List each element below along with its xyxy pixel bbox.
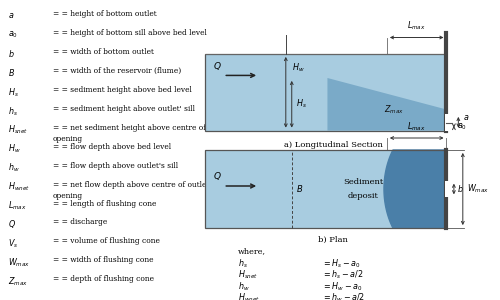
Text: a) Longitudinal Section: a) Longitudinal Section: [284, 141, 383, 149]
Text: $W_{max}$: $W_{max}$: [8, 256, 30, 269]
Text: = = net sediment height above centre of outlet: = = net sediment height above centre of …: [52, 124, 230, 132]
Text: $= h_s - a/2$: $= h_s - a/2$: [322, 269, 363, 281]
Text: = = flow depth above bed level: = = flow depth above bed level: [52, 143, 171, 151]
Text: $a_0$: $a_0$: [8, 29, 18, 40]
Text: $H_w$: $H_w$: [292, 61, 304, 74]
Text: $H_s$: $H_s$: [296, 98, 307, 110]
Text: where,: where,: [238, 248, 266, 256]
Text: $L_{max}$: $L_{max}$: [8, 200, 27, 212]
Text: = = width of flushing cone: = = width of flushing cone: [52, 256, 153, 264]
Text: deposit: deposit: [348, 192, 378, 200]
Text: $a$: $a$: [463, 113, 469, 122]
Text: $H_w$: $H_w$: [8, 143, 20, 155]
Text: = = volume of flushing cone: = = volume of flushing cone: [52, 237, 160, 245]
Bar: [206, 54, 446, 130]
Text: $B$: $B$: [296, 184, 304, 194]
Text: $H_{wnet}$: $H_{wnet}$: [8, 181, 30, 193]
Text: Sediment: Sediment: [343, 178, 384, 186]
Text: $Z_{max}$: $Z_{max}$: [384, 103, 404, 116]
Polygon shape: [328, 78, 446, 130]
Text: = = width of the reservoir (flume): = = width of the reservoir (flume): [52, 67, 181, 75]
Bar: [445, 114, 452, 130]
Text: $L_{max}$: $L_{max}$: [408, 121, 426, 134]
Text: $Z_{max}$: $Z_{max}$: [8, 275, 28, 288]
Text: $Q$: $Q$: [8, 218, 16, 230]
Text: $h_s$: $h_s$: [8, 105, 18, 118]
Text: $L_{max}$: $L_{max}$: [408, 20, 426, 32]
Bar: [206, 54, 446, 130]
Text: = = flow depth above outlet's sill: = = flow depth above outlet's sill: [52, 162, 178, 170]
Text: $a_0$: $a_0$: [457, 122, 467, 132]
Text: = = width of bottom outlet: = = width of bottom outlet: [52, 48, 154, 56]
Text: $H_s$: $H_s$: [8, 86, 19, 99]
Text: $= h_w - a/2$: $= h_w - a/2$: [322, 292, 364, 300]
Text: $= H_s - a_0$: $= H_s - a_0$: [322, 257, 360, 270]
Text: = = discharge: = = discharge: [52, 218, 107, 226]
Text: opening: opening: [52, 192, 83, 200]
Text: = = height of bottom outlet: = = height of bottom outlet: [52, 11, 156, 19]
Text: $a$: $a$: [8, 11, 14, 20]
Text: $b$: $b$: [457, 184, 464, 194]
Text: $h_w$: $h_w$: [8, 162, 20, 174]
Text: $h_w$: $h_w$: [238, 280, 250, 293]
Text: $h_s$: $h_s$: [238, 257, 248, 270]
Text: $= H_w - a_0$: $= H_w - a_0$: [322, 280, 362, 293]
Text: $H_{snet}$: $H_{snet}$: [8, 124, 28, 136]
Text: = = sediment height above outlet' sill: = = sediment height above outlet' sill: [52, 105, 195, 113]
Text: = = height of bottom sill above bed level: = = height of bottom sill above bed leve…: [52, 29, 206, 38]
Bar: [206, 150, 446, 228]
Text: $H_{wnet}$: $H_{wnet}$: [238, 292, 260, 300]
Text: $V_s$: $V_s$: [8, 237, 18, 250]
Text: $H_{snet}$: $H_{snet}$: [238, 269, 258, 281]
Bar: [445, 181, 452, 197]
Text: opening: opening: [52, 135, 83, 143]
Text: = = net flow depth above centre of outlet: = = net flow depth above centre of outle…: [52, 181, 209, 189]
Text: = = depth of flushing cone: = = depth of flushing cone: [52, 275, 154, 283]
Text: = = length of flushing cone: = = length of flushing cone: [52, 200, 156, 208]
Text: $Q$: $Q$: [213, 169, 222, 181]
Text: $b$: $b$: [8, 48, 15, 59]
Text: $B$: $B$: [8, 67, 15, 78]
Polygon shape: [384, 150, 446, 228]
Text: $W_{max}$: $W_{max}$: [468, 183, 489, 195]
Bar: [206, 150, 446, 228]
Text: = = sediment height above bed level: = = sediment height above bed level: [52, 86, 192, 94]
Text: b) Plan: b) Plan: [318, 236, 348, 244]
Text: $Q$: $Q$: [213, 60, 222, 72]
